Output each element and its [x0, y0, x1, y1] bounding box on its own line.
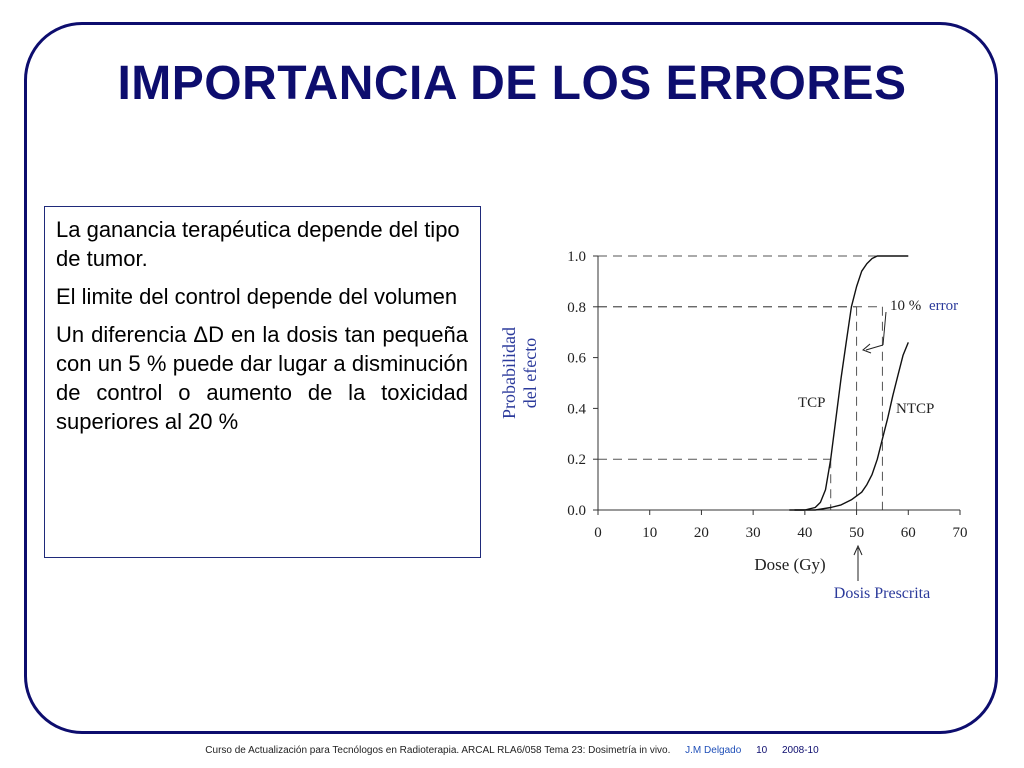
y-tick-label: 0.2	[567, 452, 586, 468]
x-tick-label: 10	[642, 525, 657, 541]
prescribed-dose-label: Dosis Prescrita	[834, 585, 930, 602]
y-tick-label: 1.0	[567, 249, 586, 265]
x-axis-label: Dose (Gy)	[754, 555, 825, 574]
error-annotation: 10 % error	[890, 298, 958, 314]
footer-date: 2008-10	[781, 745, 819, 756]
footer: Curso de Actualización para Tecnólogos e…	[0, 745, 1024, 756]
text-box: La ganancia terapéutica depende del tipo…	[44, 206, 481, 558]
paragraph-tumor-type: La ganancia terapéutica depende del tipo…	[56, 217, 460, 271]
paragraph-volume: El limite del control depende del volume…	[56, 284, 458, 309]
y-tick-label: 0.4	[567, 401, 586, 417]
paragraph-dose-difference: Un diferencia ΔD en la dosis tan pequeña…	[56, 322, 468, 434]
error-word: error	[929, 298, 958, 314]
slide-title: IMPORTANCIA DE LOS ERRORES	[117, 57, 907, 110]
y-tick-label: 0.0	[567, 503, 586, 519]
footer-author: J.M Delgado	[685, 745, 742, 756]
dose-response-chart: 0 10 20 30 40 50 60 70 0.0 0.2 0.4 0.6 0.8 1.0 Dose (…	[499, 249, 968, 602]
chart-ticks: 0 10 20 30 40 50 60 70 0.0 0.2 0.4 0.6 0.8 1.0	[567, 249, 967, 541]
footer-page-number: 10	[756, 745, 768, 756]
tcp-curve	[789, 255, 909, 511]
tcp-series-label: TCP	[798, 395, 826, 411]
y-tick-label: 0.8	[567, 300, 586, 316]
reference-lines	[598, 255, 909, 510]
x-tick-label: 50	[849, 525, 864, 541]
chart-axes	[597, 256, 960, 511]
footer-course: Curso de Actualización para Tecnólogos e…	[205, 745, 671, 756]
x-tick-label: 40	[797, 525, 812, 541]
ntcp-curve	[794, 342, 909, 511]
slide-frame	[24, 22, 998, 734]
x-tick-label: 30	[746, 525, 761, 541]
chart-curves	[789, 255, 909, 511]
ntcp-series-label: NTCP	[896, 401, 934, 417]
y-axis-label: Probabilidaddel efecto	[499, 327, 540, 419]
x-tick-label: 0	[594, 525, 602, 541]
x-tick-label: 70	[953, 525, 968, 541]
prescribed-arrow	[853, 544, 863, 581]
y-tick-label: 0.6	[567, 351, 586, 367]
error-arrow	[862, 311, 887, 354]
error-percent: 10 %	[890, 298, 921, 314]
x-tick-label: 20	[694, 525, 709, 541]
x-tick-label: 60	[901, 525, 916, 541]
